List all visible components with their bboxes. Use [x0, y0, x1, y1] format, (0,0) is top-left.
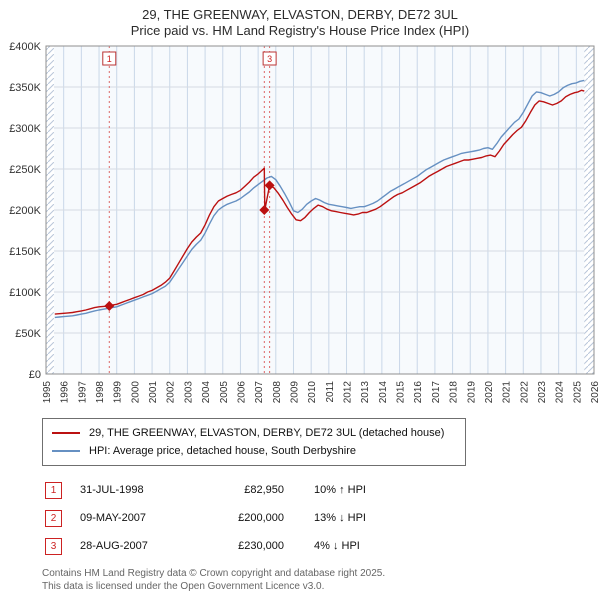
svg-text:2013: 2013	[360, 380, 371, 403]
transaction-table: 1 31-JUL-1998 £82,950 10% ↑ HPI 2 09-MAY…	[45, 481, 600, 555]
svg-text:2022: 2022	[519, 380, 530, 403]
price-paid-line	[54, 89, 585, 315]
table-row: 2 09-MAY-2007 £200,000 13% ↓ HPI	[45, 509, 600, 527]
legend-item-property: 29, THE GREENWAY, ELVASTON, DERBY, DE72 …	[52, 424, 456, 442]
svg-text:2016: 2016	[413, 380, 424, 403]
x-axis-labels: 1995 1996 1997 1998 1999 2000 2001 2002 2003 2004…	[42, 380, 600, 403]
chart-legend: 29, THE GREENWAY, ELVASTON, DERBY, DE72 …	[42, 417, 466, 466]
transaction-hpi-delta: 4% ↓ HPI	[314, 540, 360, 552]
svg-text:2015: 2015	[396, 380, 407, 403]
svg-text:£200K: £200K	[9, 205, 41, 217]
sale-diamond-icon	[104, 300, 115, 311]
transaction-marker-2: 2	[45, 509, 62, 527]
transaction-price: £230,000	[238, 540, 284, 552]
svg-text:2009: 2009	[289, 380, 300, 403]
svg-text:2011: 2011	[325, 380, 336, 402]
svg-text:£100K: £100K	[9, 287, 41, 299]
transaction-date: 09-MAY-2007	[80, 512, 147, 524]
svg-text:2020: 2020	[484, 380, 495, 403]
svg-text:2026: 2026	[590, 380, 600, 403]
svg-text:2003: 2003	[183, 380, 194, 403]
transaction-price: £200,000	[238, 512, 284, 524]
svg-text:2002: 2002	[166, 380, 177, 403]
page-title: 29, THE GREENWAY, ELVASTON, DERBY, DE72 …	[142, 7, 458, 22]
svg-text:1999: 1999	[113, 380, 124, 403]
table-row: 1 31-JUL-1998 £82,950 10% ↑ HPI	[45, 481, 600, 499]
svg-text:2008: 2008	[272, 380, 283, 403]
sale-diamond-icon	[259, 204, 270, 215]
transaction-marker-1: 1	[45, 481, 62, 499]
svg-text:2024: 2024	[555, 380, 566, 403]
svg-text:2025: 2025	[572, 380, 583, 403]
transaction-date: 31-JUL-1998	[80, 484, 144, 496]
footer-line: This data is licensed under the Open Gov…	[42, 580, 325, 592]
svg-text:£50K: £50K	[15, 328, 41, 340]
transaction-date: 28-AUG-2007	[80, 540, 148, 552]
sale-flag	[102, 51, 117, 65]
legend-label: 29, THE GREENWAY, ELVASTON, DERBY, DE72 …	[89, 426, 445, 439]
svg-text:£0: £0	[29, 369, 41, 381]
svg-text:2000: 2000	[130, 380, 141, 403]
footer-line: Contains HM Land Registry data © Crown c…	[42, 567, 386, 579]
transaction-hpi-delta: 10% ↑ HPI	[314, 484, 366, 496]
svg-text:2018: 2018	[449, 380, 460, 403]
svg-text:2014: 2014	[378, 380, 389, 403]
red-line-swatch	[52, 431, 80, 434]
svg-text:2001: 2001	[148, 380, 159, 403]
svg-text:2005: 2005	[219, 380, 230, 403]
page-subtitle: Price paid vs. HM Land Registry's House …	[130, 23, 470, 39]
svg-text:£150K: £150K	[9, 246, 41, 258]
plot-border	[45, 45, 595, 374]
svg-text:2012: 2012	[343, 380, 354, 403]
hatch-regions	[46, 45, 594, 374]
svg-text:2019: 2019	[466, 380, 477, 403]
svg-text:3: 3	[267, 54, 272, 64]
chart-header: 29, THE GREENWAY, ELVASTON, DERBY, DE72 …	[0, 0, 600, 40]
svg-text:2007: 2007	[254, 380, 265, 403]
svg-text:2004: 2004	[201, 380, 212, 403]
svg-text:1: 1	[107, 54, 112, 64]
sale-diamond-icon	[264, 179, 275, 190]
hpi-line	[54, 79, 585, 318]
svg-text:£300K: £300K	[9, 123, 41, 135]
svg-text:1998: 1998	[95, 380, 106, 403]
sale-flag	[262, 51, 277, 65]
svg-text:£250K: £250K	[9, 164, 41, 176]
license-footer: Contains HM Land Registry data © Crown c…	[42, 567, 600, 593]
gridlines	[45, 45, 595, 374]
svg-text:2006: 2006	[236, 380, 247, 403]
transaction-price: £82,950	[244, 484, 284, 496]
legend-item-hpi: HPI: Average price, detached house, Sout…	[52, 442, 456, 460]
svg-text:1995: 1995	[42, 380, 53, 403]
price-chart: 1 3£0£50K£100K£150K£200K£250K£300K£350K£4…	[9, 42, 600, 403]
svg-text:2010: 2010	[307, 380, 318, 403]
blue-line-swatch	[52, 449, 80, 452]
svg-text:1997: 1997	[77, 380, 88, 403]
svg-text:2021: 2021	[502, 380, 513, 403]
transaction-marker-3: 3	[45, 537, 62, 555]
svg-text:1996: 1996	[60, 380, 71, 403]
y-axis-labels: £0 £50K £100K £150K £200K £250K £300K £350K £400…	[9, 42, 41, 381]
svg-text:£350K: £350K	[9, 82, 41, 94]
transaction-hpi-delta: 13% ↓ HPI	[314, 512, 366, 524]
svg-text:£400K: £400K	[9, 42, 41, 53]
legend-label: HPI: Average price, detached house, Sout…	[89, 444, 357, 457]
table-row: 3 28-AUG-2007 £230,000 4% ↓ HPI	[45, 537, 600, 555]
svg-text:2017: 2017	[431, 380, 442, 403]
svg-text:2023: 2023	[537, 380, 548, 403]
